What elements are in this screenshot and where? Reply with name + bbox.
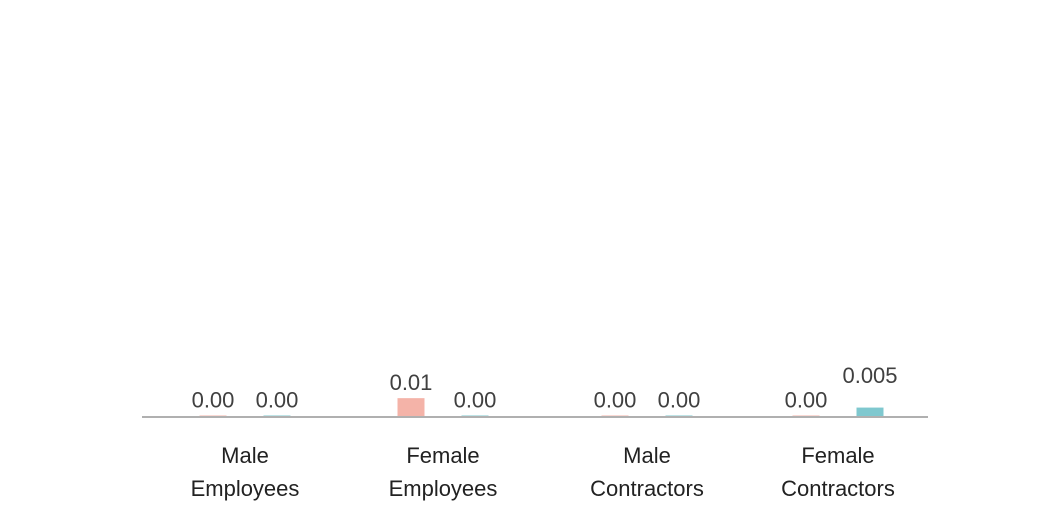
value-label-s1-c4: 0.00 — [785, 388, 828, 413]
bars-group — [199, 398, 884, 417]
category-label-line: Contractors — [781, 476, 895, 501]
category-label-1: Male Employees — [191, 443, 300, 501]
category-label-line: Employees — [389, 476, 498, 501]
value-label-s1-c2: 0.01 — [390, 370, 433, 395]
category-label-2: Female Employees — [389, 443, 498, 501]
category-label-3: Male Contractors — [590, 443, 704, 501]
value-label-s1-c1: 0.00 — [192, 388, 235, 413]
value-label-s2-c2: 0.00 — [454, 388, 497, 413]
category-label-line: Female — [801, 443, 874, 468]
category-label-line: Employees — [191, 476, 300, 501]
category-label-line: Female — [406, 443, 479, 468]
bar-s1-c2 — [397, 398, 425, 417]
bar-s2-c4 — [856, 407, 884, 417]
value-label-s2-c1: 0.00 — [256, 388, 299, 413]
category-label-4: Female Contractors — [781, 443, 895, 501]
value-label-s2-c4: 0.005 — [842, 363, 897, 388]
category-label-line: Male — [221, 443, 269, 468]
value-label-s1-c3: 0.00 — [594, 388, 637, 413]
category-label-line: Contractors — [590, 476, 704, 501]
value-labels-group: 0.00 0.01 0.00 0.00 0.00 0.00 0.00 0.005 — [192, 363, 898, 413]
category-label-line: Male — [623, 443, 671, 468]
category-labels-group: Male Employees Female Employees Male Contract… — [191, 443, 895, 501]
value-label-s2-c3: 0.00 — [658, 388, 701, 413]
